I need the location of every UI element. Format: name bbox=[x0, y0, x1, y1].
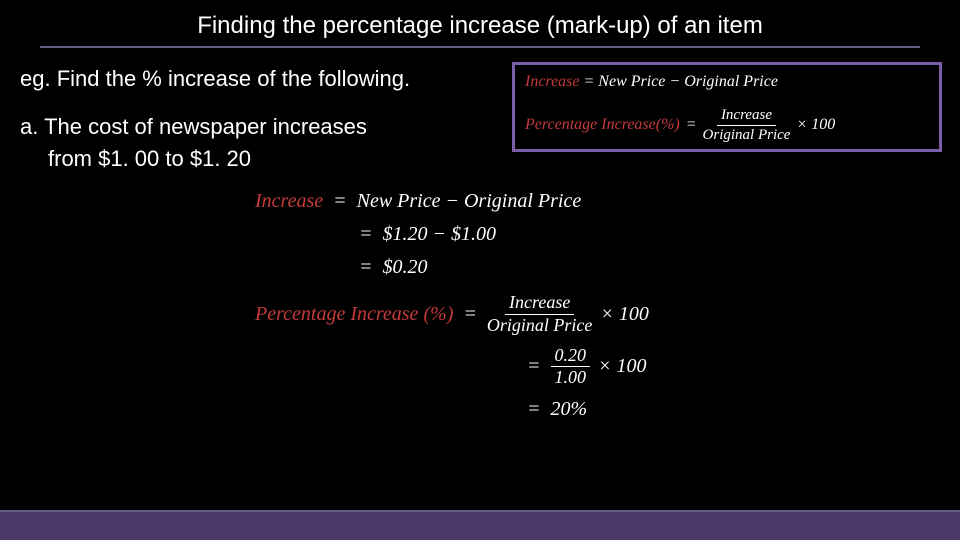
formula-eq: = bbox=[584, 73, 595, 90]
worked-label: Percentage Increase (%) bbox=[255, 303, 453, 326]
formula-box: Increase = New Price − Original Price Pe… bbox=[512, 62, 942, 152]
formula-label-pct: Percentage Increase(%) bbox=[525, 114, 680, 136]
fraction-numerator: Increase bbox=[717, 107, 776, 126]
worked-line-6: = 20% bbox=[517, 398, 649, 421]
eq-sign: = bbox=[333, 190, 347, 213]
formula-fraction: Increase Original Price bbox=[703, 107, 791, 143]
worked-fraction: Increase Original Price bbox=[487, 293, 593, 336]
fraction-numerator: Increase bbox=[505, 293, 574, 315]
worked-fraction: 0.20 1.00 bbox=[551, 346, 591, 389]
worked-solution: Increase = New Price − Original Price = … bbox=[255, 190, 649, 431]
formula-label-increase: Increase bbox=[525, 73, 580, 90]
formula-times: × 100 bbox=[796, 114, 835, 136]
formula-row-2: Percentage Increase(%) = Increase Origin… bbox=[525, 107, 933, 143]
fraction-denominator: Original Price bbox=[487, 315, 593, 336]
formula-row-1: Increase = New Price − Original Price bbox=[525, 71, 933, 93]
worked-rhs: $1.20 − $1.00 bbox=[383, 223, 497, 246]
worked-line-3: = $0.20 bbox=[349, 256, 649, 279]
worked-times: × 100 bbox=[600, 303, 649, 326]
worked-label: Increase bbox=[255, 190, 323, 213]
worked-line-5: = 0.20 1.00 × 100 bbox=[517, 346, 649, 389]
fraction-numerator: 0.20 bbox=[551, 346, 591, 368]
formula-eq: = bbox=[686, 114, 697, 136]
eq-sign: = bbox=[527, 355, 541, 378]
eq-sign: = bbox=[527, 398, 541, 421]
page-title: Finding the percentage increase (mark-up… bbox=[0, 0, 960, 46]
eq-sign: = bbox=[359, 256, 373, 279]
worked-line-2: = $1.20 − $1.00 bbox=[349, 223, 649, 246]
fraction-denominator: Original Price bbox=[703, 126, 791, 144]
worked-line-1: Increase = New Price − Original Price bbox=[255, 190, 649, 213]
worked-times: × 100 bbox=[598, 355, 647, 378]
worked-rhs: $0.20 bbox=[383, 256, 428, 279]
bottom-bar bbox=[0, 512, 960, 540]
worked-line-4: Percentage Increase (%) = Increase Origi… bbox=[255, 293, 649, 336]
formula-rhs: New Price − Original Price bbox=[598, 73, 778, 90]
worked-rhs: New Price − Original Price bbox=[357, 190, 582, 213]
eq-sign: = bbox=[359, 223, 373, 246]
fraction-denominator: 1.00 bbox=[555, 367, 587, 388]
title-underline bbox=[40, 46, 920, 48]
worked-rhs: 20% bbox=[551, 398, 588, 421]
eq-sign: = bbox=[463, 303, 477, 326]
